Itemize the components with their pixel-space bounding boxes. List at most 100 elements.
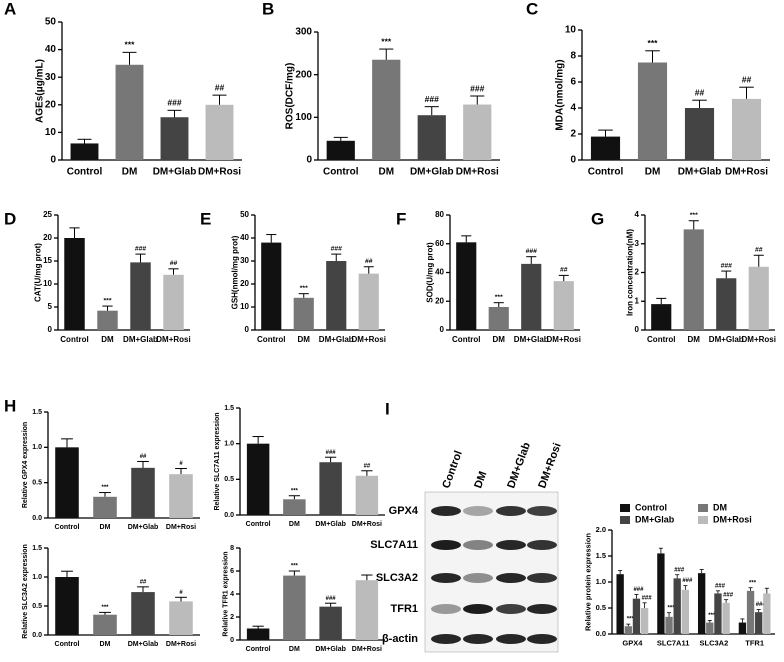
significance-label: ***: [648, 38, 659, 48]
y-axis-label: AGEs(μg/mL): [35, 59, 46, 123]
y-tick-label: 40: [45, 44, 57, 55]
bar: [616, 574, 624, 634]
panel-letter: G: [591, 209, 604, 228]
y-tick-label: 30: [240, 256, 249, 265]
y-tick-label: 0: [306, 155, 312, 166]
bar: [706, 622, 714, 634]
x-tick-label: DM: [493, 335, 506, 344]
bar: [521, 263, 542, 330]
y-axis-label: SOD(U/mg prot): [426, 242, 435, 303]
bar: [763, 593, 771, 634]
significance-label: ##: [365, 258, 373, 265]
y-tick-label: 0: [570, 155, 576, 166]
legend-label: Control: [635, 502, 667, 512]
blot-background: [424, 491, 559, 653]
significance-label: ###: [425, 94, 439, 104]
x-tick-label: Control: [246, 646, 271, 653]
x-tick-label: DM: [100, 524, 111, 531]
y-tick-label: 2.0: [596, 525, 606, 534]
bar: [637, 62, 668, 160]
row-label: β-actin: [382, 633, 418, 645]
bar: [372, 59, 401, 160]
significance-label: ***: [668, 605, 676, 611]
panel-letter: H: [4, 396, 16, 415]
y-tick-label: 0.0: [32, 632, 42, 639]
bar: [738, 622, 747, 634]
blot-band: [527, 506, 557, 516]
bar: [97, 310, 118, 330]
x-tick-label: DM+Rosi: [352, 646, 382, 653]
x-tick-label: DM+Rosi: [166, 641, 196, 648]
significance-label: ###: [723, 592, 734, 598]
significance-label: ###: [331, 245, 343, 252]
y-axis-label: Relative GPX4 expression: [22, 422, 29, 508]
y-axis-label: Relative SLC3A2 expression: [22, 544, 29, 639]
bar: [640, 608, 649, 634]
legend-swatch: [620, 516, 630, 524]
significance-label: ###: [674, 567, 685, 573]
bar: [70, 143, 99, 160]
y-tick-label: 15: [43, 256, 52, 265]
blot-band: [527, 573, 557, 583]
lane-label: DM: [472, 470, 489, 490]
x-tick-label: DM+Glab: [709, 335, 744, 344]
panel-letter: D: [4, 209, 16, 228]
significance-label: ###: [167, 98, 181, 108]
bar: [355, 475, 379, 515]
y-tick-label: 3: [635, 239, 640, 248]
significance-label: ###: [470, 83, 484, 93]
x-tick-label: DM+Rosi: [456, 167, 499, 178]
y-tick-label: 100: [295, 112, 312, 123]
x-tick-label: DM+Glab: [315, 521, 346, 528]
x-tick-label: Control: [55, 641, 80, 648]
bar: [55, 447, 79, 518]
x-tick-label: DM: [100, 641, 111, 648]
x-tick-label: DM+Glab: [678, 167, 722, 178]
x-tick-label: DM+Glab: [128, 524, 159, 531]
bar: [755, 612, 763, 634]
significance-label: ###: [642, 595, 653, 601]
x-tick-label: SLC3A2: [699, 638, 728, 647]
significance-label: ##: [742, 74, 752, 84]
blot-band: [496, 506, 526, 516]
bar: [283, 499, 306, 515]
bar: [456, 242, 477, 330]
x-tick-label: DM+Rosi: [198, 167, 241, 178]
x-tick-label: DM+Rosi: [742, 335, 776, 344]
significance-label: #: [179, 461, 183, 467]
bar: [488, 307, 509, 330]
y-tick-label: 60: [435, 239, 444, 248]
y-tick-label: 30: [45, 72, 57, 83]
y-tick-label: 1.0: [224, 441, 234, 448]
y-tick-label: 2: [230, 614, 234, 621]
significance-label: ###: [721, 262, 733, 269]
y-tick-label: 0.5: [32, 603, 42, 610]
significance-label: ***: [291, 564, 299, 570]
bar: [205, 104, 234, 160]
significance-label: ###: [633, 587, 644, 593]
bar: [130, 262, 151, 330]
y-tick-label: 4: [570, 103, 576, 114]
bar: [746, 590, 755, 634]
y-tick-label: 20: [240, 279, 249, 288]
y-tick-label: 4: [230, 591, 234, 598]
row-label: SLC7A11: [370, 539, 418, 551]
x-tick-label: DM+Glab: [410, 167, 454, 178]
significance-label: ***: [381, 36, 392, 46]
x-tick-label: Control: [246, 521, 271, 528]
x-tick-label: DM: [101, 335, 114, 344]
bar: [417, 115, 446, 160]
row-label: SLC3A2: [376, 572, 418, 584]
bar: [665, 616, 673, 634]
y-tick-label: 2: [570, 129, 576, 140]
y-tick-label: 0.0: [224, 512, 234, 519]
y-tick-label: 0.5: [224, 476, 234, 483]
significance-label: ##: [140, 454, 147, 460]
y-tick-label: 0: [245, 325, 250, 334]
significance-label: ***: [102, 485, 110, 491]
x-tick-label: Control: [60, 335, 88, 344]
x-tick-label: Control: [257, 335, 285, 344]
blot-band: [431, 573, 461, 583]
y-tick-label: 1.0: [596, 577, 606, 586]
